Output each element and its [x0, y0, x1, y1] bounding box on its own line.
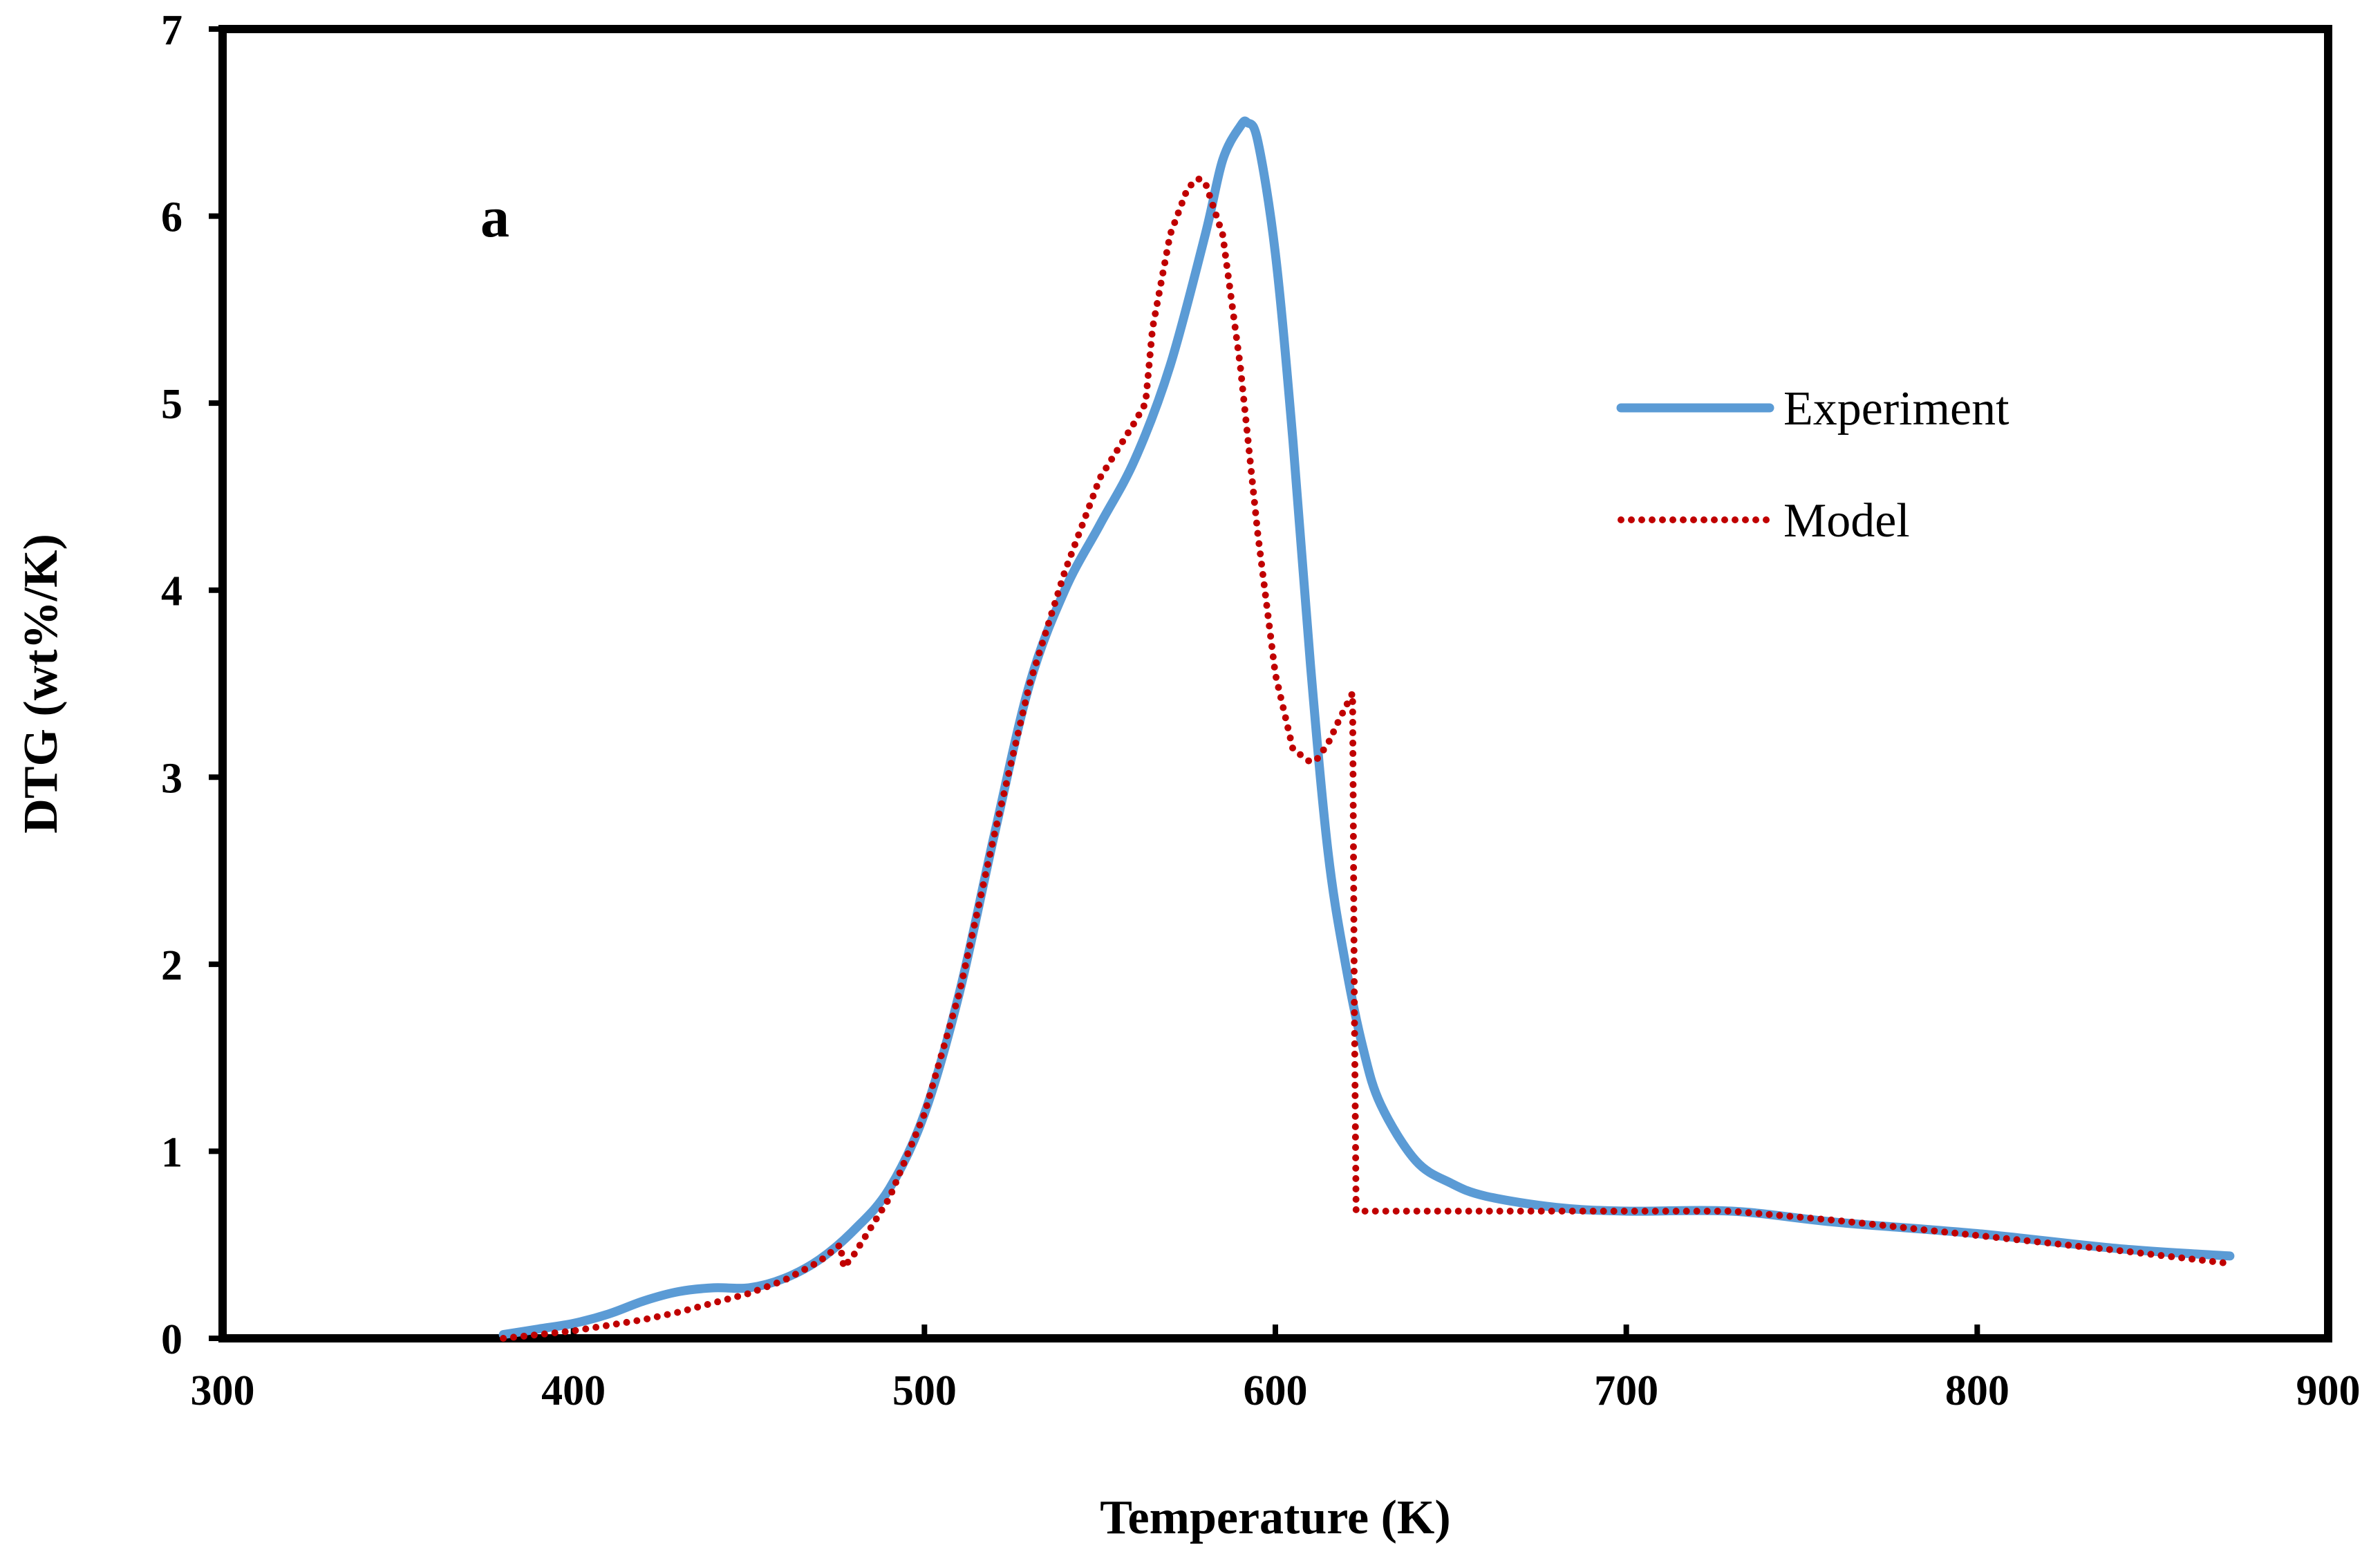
- x-axis-ticks: 300 400 500 600 700 800 900: [191, 1325, 2361, 1414]
- y-tick-label: 3: [161, 755, 182, 802]
- x-tick-label: 800: [1945, 1367, 2009, 1414]
- y-axis-ticks: 0 1 2 3 4 5 6 7: [161, 7, 223, 1363]
- x-tick-label: 300: [191, 1367, 255, 1414]
- x-axis-title: Temperature (K): [1100, 1491, 1450, 1544]
- panel-label: a: [480, 185, 509, 250]
- y-tick-label: 0: [161, 1316, 182, 1363]
- x-tick-label: 700: [1594, 1367, 1658, 1414]
- y-tick-label: 5: [161, 381, 182, 428]
- y-tick-label: 2: [161, 942, 182, 989]
- series-line-model: [500, 175, 2233, 1342]
- series-line-experiment: [498, 116, 2235, 1340]
- y-tick-label: 1: [161, 1129, 182, 1176]
- legend-label: Model: [1783, 494, 1910, 547]
- x-tick-label: 400: [541, 1367, 606, 1414]
- x-tick-label: 600: [1244, 1367, 1308, 1414]
- legend: Experiment Model: [1616, 382, 2009, 547]
- x-tick-label: 500: [892, 1367, 957, 1414]
- y-axis-title: DTG (wt%/K): [15, 534, 68, 834]
- x-tick-label: 900: [2296, 1367, 2361, 1414]
- series-layer: [498, 116, 2235, 1342]
- y-tick-label: 4: [161, 568, 182, 615]
- y-tick-label: 6: [161, 194, 182, 241]
- y-tick-label: 7: [161, 7, 182, 54]
- legend-label: Experiment: [1783, 382, 2009, 436]
